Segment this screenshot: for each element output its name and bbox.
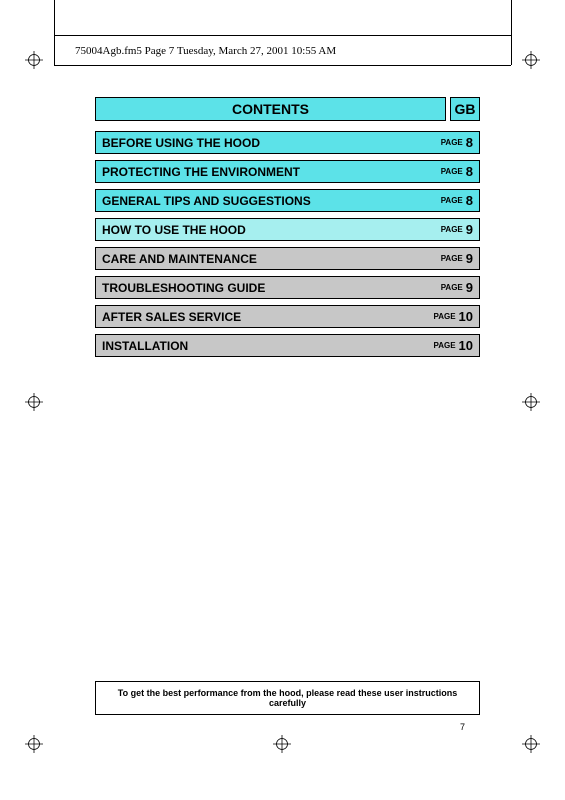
crop-line [54, 35, 511, 36]
toc-page-word: PAGE [441, 167, 463, 176]
crop-line [54, 0, 55, 65]
toc-page-word: PAGE [441, 254, 463, 263]
toc-page-num: 8 [466, 193, 473, 208]
toc-row: CARE AND MAINTENANCEPAGE9 [95, 247, 480, 270]
registration-mark-icon [522, 393, 540, 411]
content-area: CONTENTS GB BEFORE USING THE HOODPAGE8PR… [95, 97, 480, 357]
footer-note: To get the best performance from the hoo… [95, 681, 480, 715]
toc-label: TROUBLESHOOTING GUIDE [102, 281, 441, 295]
toc-page-word: PAGE [441, 225, 463, 234]
language-badge: GB [450, 97, 480, 121]
page: 75004Agb.fm5 Page 7 Tuesday, March 27, 2… [60, 30, 505, 750]
toc-row: INSTALLATIONPAGE 10 [95, 334, 480, 357]
toc-page-num: 9 [466, 280, 473, 295]
registration-mark-icon [522, 735, 540, 753]
page-number: 7 [460, 722, 465, 732]
toc-page-num: 8 [466, 164, 473, 179]
toc-page-word: PAGE [433, 312, 455, 321]
toc-list: BEFORE USING THE HOODPAGE8PROTECTING THE… [95, 131, 480, 357]
toc-row: HOW TO USE THE HOODPAGE9 [95, 218, 480, 241]
toc-label: GENERAL TIPS AND SUGGESTIONS [102, 194, 441, 208]
toc-label: INSTALLATION [102, 339, 433, 353]
toc-label: CARE AND MAINTENANCE [102, 252, 441, 266]
title-row: CONTENTS GB [95, 97, 480, 121]
toc-row: TROUBLESHOOTING GUIDEPAGE9 [95, 276, 480, 299]
toc-page-num: 9 [466, 251, 473, 266]
toc-page-num: 10 [459, 309, 473, 324]
toc-row: PROTECTING THE ENVIRONMENTPAGE8 [95, 160, 480, 183]
toc-label: HOW TO USE THE HOOD [102, 223, 441, 237]
registration-mark-icon [25, 393, 43, 411]
toc-page-num: 10 [459, 338, 473, 353]
registration-mark-icon [25, 735, 43, 753]
header-line: 75004Agb.fm5 Page 7 Tuesday, March 27, 2… [75, 45, 505, 57]
registration-mark-icon [522, 51, 540, 69]
toc-page-word: PAGE [441, 283, 463, 292]
toc-label: BEFORE USING THE HOOD [102, 136, 441, 150]
toc-page-num: 8 [466, 135, 473, 150]
toc-page-word: PAGE [433, 341, 455, 350]
toc-page-word: PAGE [441, 196, 463, 205]
toc-row: GENERAL TIPS AND SUGGESTIONSPAGE8 [95, 189, 480, 212]
contents-title: CONTENTS [95, 97, 446, 121]
registration-mark-icon [25, 51, 43, 69]
crop-line [511, 0, 512, 65]
toc-row: AFTER SALES SERVICEPAGE 10 [95, 305, 480, 328]
toc-page-word: PAGE [441, 138, 463, 147]
toc-label: PROTECTING THE ENVIRONMENT [102, 165, 441, 179]
toc-row: BEFORE USING THE HOODPAGE8 [95, 131, 480, 154]
registration-mark-icon [273, 735, 291, 753]
toc-label: AFTER SALES SERVICE [102, 310, 433, 324]
toc-page-num: 9 [466, 222, 473, 237]
crop-line [54, 65, 511, 66]
